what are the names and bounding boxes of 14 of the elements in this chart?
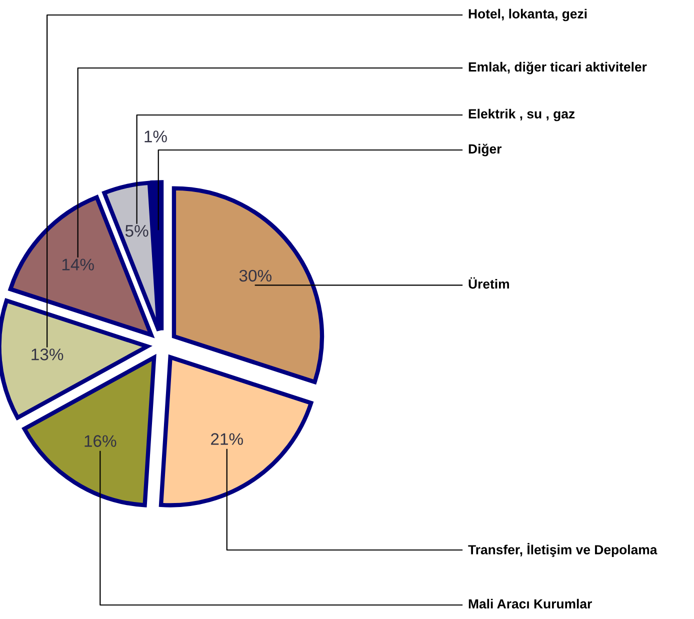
data-label: 30%	[239, 270, 272, 282]
data-label: 14%	[62, 258, 94, 270]
data-label: 21%	[211, 433, 243, 445]
slice-label: Mali Aracı Kurumlar	[468, 598, 592, 609]
slice-label: Emlak, diğer ticari aktiviteler	[468, 62, 647, 74]
slice-label: Diğer	[468, 144, 502, 156]
data-label: 13%	[32, 348, 64, 360]
slice-label: Üretim	[468, 277, 509, 289]
slice-label: Elektrik , su , gaz	[468, 108, 575, 122]
slice-label: Transfer, İletişim ve Depolama	[468, 542, 658, 558]
data-label: 5%	[125, 225, 148, 237]
data-label: 1%	[144, 130, 167, 142]
data-label: 16%	[84, 435, 116, 447]
slice-label: Hotel, lokanta, gezi	[468, 8, 587, 22]
